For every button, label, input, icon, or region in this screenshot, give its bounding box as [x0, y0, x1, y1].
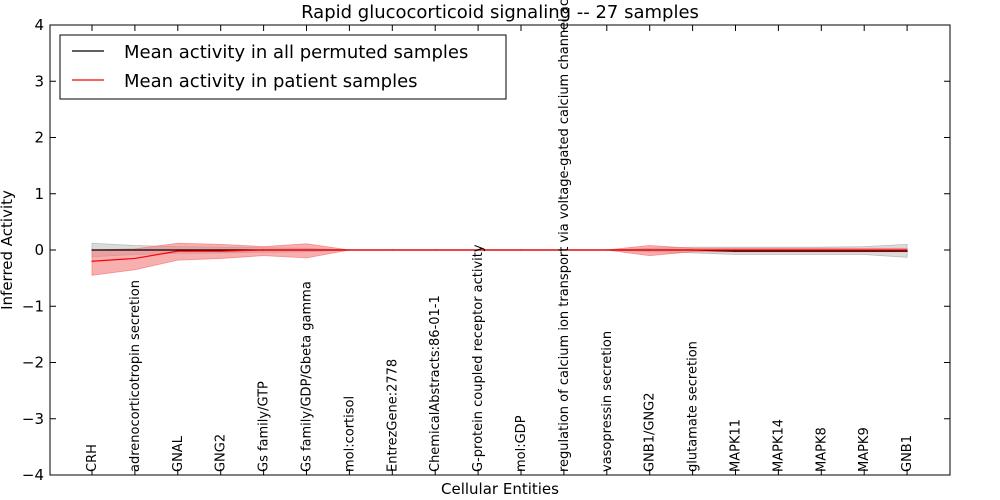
legend: Mean activity in all permuted samples Me…	[59, 34, 507, 100]
y-tick-label: 4	[34, 16, 44, 34]
point-permuted	[820, 250, 822, 252]
category-label: mol:GDP	[514, 415, 529, 472]
y-tick-label: 0	[34, 241, 44, 259]
chart-title: Rapid glucocorticoid signaling -- 27 sam…	[301, 2, 699, 23]
point-permuted	[220, 249, 222, 251]
point-patient	[777, 249, 780, 251]
category-label: G-protein coupled receptor activity	[471, 244, 486, 472]
category-label: MAPK8	[814, 427, 829, 472]
legend-box	[59, 34, 507, 100]
category-label: MAPK11	[729, 419, 744, 472]
point-patient	[391, 249, 393, 251]
y-tick-label: 1	[34, 185, 44, 203]
legend-label-permuted: Mean activity in all permuted samples	[124, 42, 468, 63]
point-patient	[263, 249, 265, 251]
line-patient	[91, 249, 908, 262]
point-patient	[434, 249, 436, 251]
point-patient	[177, 250, 179, 252]
category-label: Gs family/GDP/Gbeta gamma	[300, 281, 315, 472]
point-permuted	[134, 249, 136, 251]
legend-label-patient: Mean activity in patient samples	[124, 71, 418, 92]
series-lines	[91, 249, 908, 262]
confidence-bands	[91, 242, 908, 276]
category-label: GNAL	[171, 435, 186, 472]
point-permuted	[734, 250, 737, 252]
point-patient	[563, 249, 565, 251]
category-label: vasopressin secretion	[600, 331, 615, 472]
y-tick-label: −3	[22, 410, 44, 428]
point-patient	[734, 249, 737, 251]
category-label: GNB1/GNG2	[643, 392, 658, 472]
point-patient	[606, 249, 608, 251]
point-patient	[820, 249, 822, 251]
category-label: regulation of calcium ion transport via …	[557, 0, 572, 472]
point-permuted	[777, 250, 780, 252]
category-label: Gs family/GTP	[257, 381, 272, 472]
y-tick-label: −2	[22, 354, 44, 372]
point-patient	[649, 249, 651, 251]
band-patient	[91, 242, 908, 276]
point-permuted	[177, 249, 179, 251]
y-tick-label: −1	[22, 297, 44, 315]
plot-frame	[49, 24, 951, 476]
y-tick-label: −4	[22, 466, 44, 484]
point-patient	[91, 260, 93, 262]
point-patient	[348, 249, 350, 251]
category-label: GNB1	[900, 435, 915, 472]
point-patient	[477, 249, 479, 251]
point-permuted	[906, 250, 908, 252]
category-labels: CRH adrenocorticotropin secretion GNAL GNG2…	[85, 0, 915, 472]
category-label: GNG2	[214, 434, 229, 472]
point-patient	[220, 250, 222, 252]
y-axis: 4 3 2 1 0 −1 −2 −3 −4	[22, 16, 950, 484]
x-axis	[91, 25, 908, 475]
point-patient	[906, 249, 908, 251]
y-tick-label: 2	[34, 129, 44, 147]
point-patient	[134, 257, 136, 260]
category-label: mol:cortisol	[342, 396, 357, 472]
category-label: MAPK14	[771, 419, 786, 472]
point-patient	[692, 249, 694, 251]
category-label: EntrezGene:2778	[385, 359, 400, 472]
point-patient	[305, 249, 308, 251]
x-axis-label: Cellular Entities	[441, 480, 559, 498]
y-axis-label: Inferred Activity	[0, 190, 16, 310]
category-label: adrenocorticotropin secretion	[128, 280, 143, 472]
point-permuted	[863, 250, 865, 252]
category-label: CRH	[85, 444, 100, 472]
category-label: glutamate secretion	[686, 341, 701, 472]
point-patient	[863, 249, 865, 251]
category-label: ChemicalAbstracts:86-01-1	[428, 295, 443, 472]
y-tick-label: 3	[34, 72, 44, 90]
point-permuted	[91, 249, 93, 251]
point-patient	[520, 249, 522, 251]
category-label: MAPK9	[857, 427, 872, 472]
